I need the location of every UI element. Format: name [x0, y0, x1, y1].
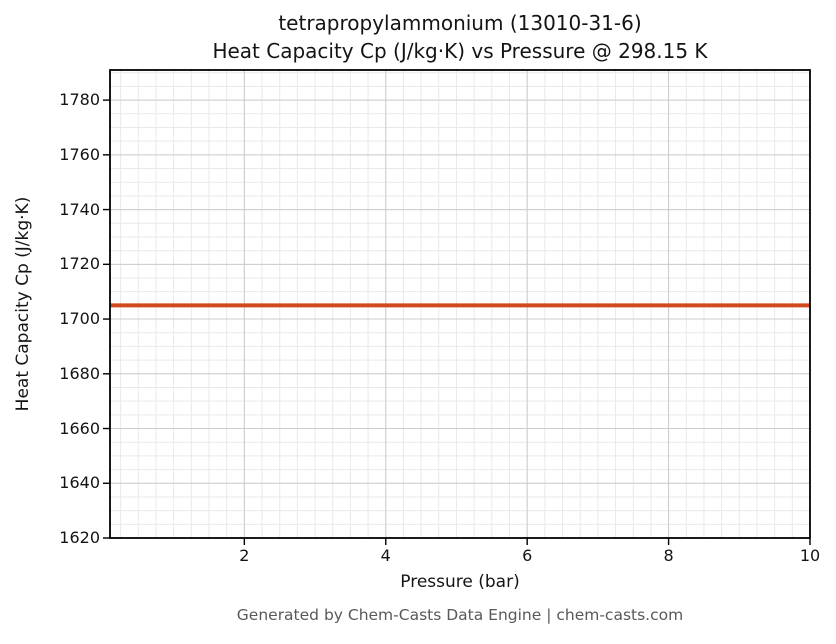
y-axis-label: Heat Capacity Cp (J/kg·K) [13, 196, 33, 412]
x-tick-label: 10 [799, 546, 821, 565]
chart-title-line1: tetrapropylammonium (13010-31-6) [278, 11, 642, 35]
y-tick-label: 1700 [59, 309, 100, 329]
x-axis-label: Pressure (bar) [400, 572, 520, 592]
chart-title-line2: Heat Capacity Cp (J/kg·K) vs Pressure @ … [212, 39, 708, 63]
y-tick-label: 1780 [59, 90, 100, 110]
y-tick-label: 1760 [59, 144, 100, 164]
y-tick-label: 1740 [59, 199, 100, 219]
x-tick-label: 2 [239, 546, 250, 565]
x-tick-label: 8 [663, 546, 674, 565]
y-tick-label: 1620 [59, 528, 100, 547]
y-tick-label: 1660 [59, 418, 100, 438]
y-tick-label: 1640 [59, 473, 100, 493]
x-tick-label: 4 [380, 546, 391, 565]
axes-border [109, 69, 811, 539]
x-tick-label: 6 [522, 546, 533, 565]
footer-text: Generated by Chem-Casts Data Engine | ch… [236, 606, 684, 624]
y-tick-label: 1720 [59, 254, 100, 274]
y-tick-label: 1680 [59, 363, 100, 383]
